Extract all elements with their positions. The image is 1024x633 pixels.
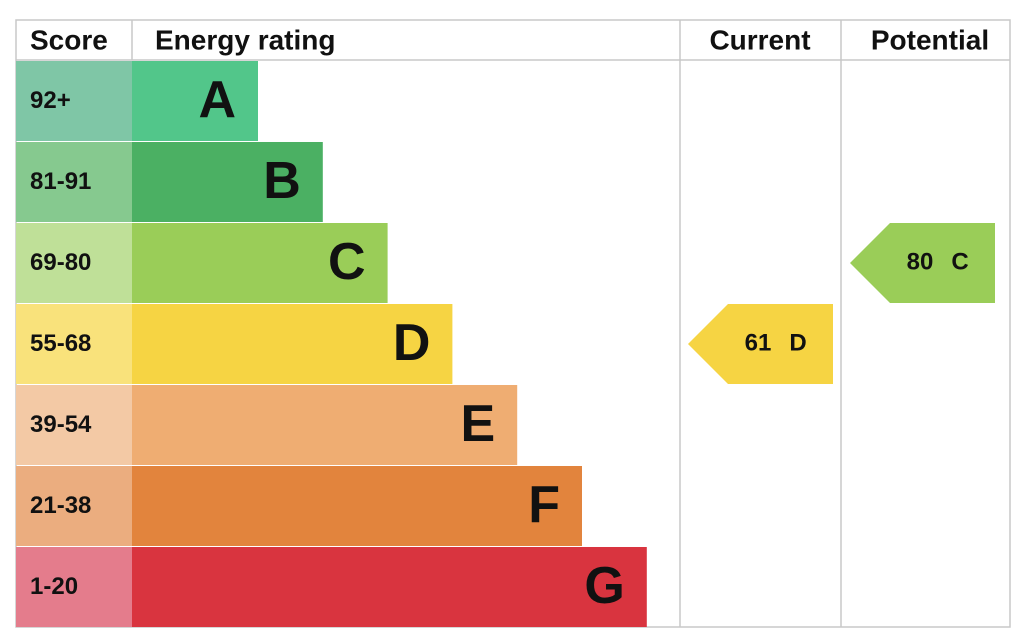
score-cell <box>16 466 132 546</box>
rating-bar <box>132 304 453 384</box>
rating-letter: C <box>328 233 366 291</box>
current-value: 61 <box>745 329 772 356</box>
rating-letter: B <box>263 152 301 210</box>
score-label: 39-54 <box>30 411 92 438</box>
current-arrow <box>688 304 833 384</box>
header-score: Score <box>30 24 108 55</box>
rating-letter: F <box>528 476 560 534</box>
potential-band: C <box>951 248 968 275</box>
rating-letter: G <box>584 557 624 615</box>
score-cell <box>16 61 132 141</box>
header-potential: Potential <box>871 24 989 55</box>
rating-bar <box>132 61 258 141</box>
score-label: 92+ <box>30 87 71 114</box>
header-current: Current <box>709 24 810 55</box>
score-label: 81-91 <box>30 168 91 195</box>
potential-arrow <box>850 223 995 303</box>
score-cell <box>16 142 132 222</box>
rating-bar <box>132 385 518 465</box>
rating-bar <box>132 547 647 627</box>
rating-letter: A <box>198 71 236 129</box>
score-label: 55-68 <box>30 330 91 357</box>
score-cell <box>16 385 132 465</box>
rating-letter: E <box>461 395 496 453</box>
score-label: 69-80 <box>30 249 91 276</box>
rating-bar <box>132 142 323 222</box>
score-cell <box>16 547 132 627</box>
rating-bar <box>132 223 388 303</box>
score-cell <box>16 223 132 303</box>
potential-value: 80 <box>907 248 934 275</box>
score-label: 21-38 <box>30 492 91 519</box>
score-label: 1-20 <box>30 573 78 600</box>
score-cell <box>16 304 132 384</box>
header-energy-rating: Energy rating <box>155 24 335 55</box>
rating-bar <box>132 466 582 546</box>
rating-letter: D <box>393 314 431 372</box>
current-band: D <box>789 329 806 356</box>
